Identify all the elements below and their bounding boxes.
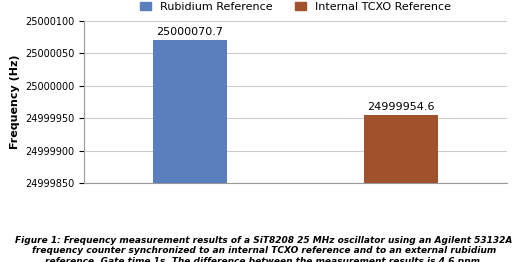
Text: 24999954.6: 24999954.6: [367, 102, 435, 112]
Text: Figure 1: Frequency measurement results of a SiT8208 25 MHz oscillator using an : Figure 1: Frequency measurement results …: [15, 236, 513, 262]
Legend: Rubidium Reference, Internal TCXO Reference: Rubidium Reference, Internal TCXO Refere…: [136, 0, 456, 16]
Bar: [364, 116, 438, 262]
Bar: [153, 40, 227, 262]
Y-axis label: Frequency (Hz): Frequency (Hz): [10, 55, 20, 149]
Text: 25000070.7: 25000070.7: [157, 27, 223, 37]
